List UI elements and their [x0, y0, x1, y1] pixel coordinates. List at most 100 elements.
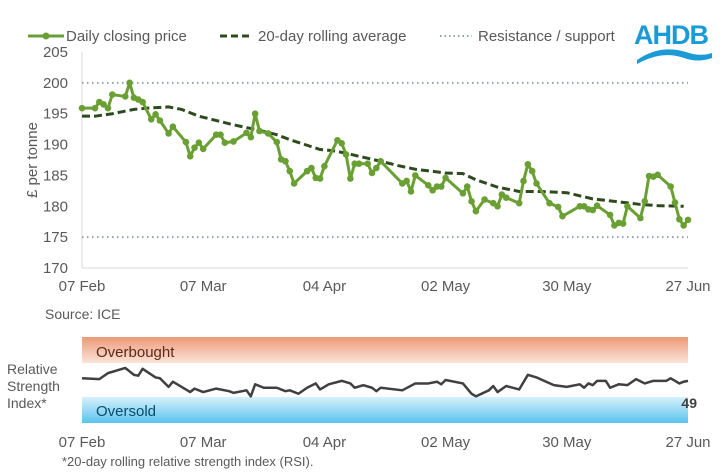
- oversold-label: Oversold: [96, 403, 156, 420]
- daily-price-point: [533, 180, 540, 187]
- daily-price-point: [680, 222, 687, 229]
- legend-item-rolling: 20-day rolling average: [220, 28, 406, 45]
- x-tick-label: 07 Mar: [180, 278, 227, 295]
- daily-price-point: [256, 127, 263, 135]
- daily-price-point: [520, 177, 527, 185]
- daily-price-point: [676, 215, 683, 223]
- daily-price-point: [121, 93, 129, 100]
- daily-price-point: [217, 131, 224, 138]
- y-tick-label: 200: [43, 75, 68, 92]
- legend-item-levels: Resistance / support: [440, 28, 616, 45]
- rsi-x-tick-label: 02 May: [421, 434, 471, 451]
- daily-price-point: [91, 104, 99, 112]
- daily-price-point: [230, 138, 237, 145]
- y-tick-labels: 170 175 180 185 190 195 200 205: [43, 44, 68, 277]
- daily-price-point: [338, 140, 346, 147]
- oversold-band: [82, 397, 688, 423]
- y-tick-label: 170: [43, 260, 68, 277]
- daily-price-point: [355, 160, 363, 168]
- daily-price-point: [104, 104, 112, 112]
- rsi-axis-title: Relative Strength Index*: [7, 361, 64, 411]
- daily-price-point: [407, 188, 415, 195]
- x-tick-label: 04 Apr: [303, 278, 346, 295]
- x-tick-label: 07 Feb: [59, 278, 106, 295]
- legend-levels-label: Resistance / support: [478, 28, 616, 45]
- rsi-line: [81, 366, 689, 398]
- legend-rolling-label: 20-day rolling average: [258, 28, 406, 45]
- daily-price-point: [286, 167, 294, 175]
- daily-price-point: [667, 183, 674, 190]
- daily-price-point: [282, 157, 289, 165]
- daily-price-point: [308, 164, 315, 172]
- daily-price-point: [468, 198, 475, 205]
- overbought-band: [82, 337, 688, 363]
- daily-price-point: [654, 171, 661, 179]
- y-tick-label: 180: [43, 198, 68, 215]
- rsi-last-value: 49: [681, 395, 697, 411]
- daily-price-point: [412, 172, 419, 179]
- daily-price-point: [100, 101, 107, 108]
- daily-price-point: [624, 202, 631, 210]
- daily-price-point: [78, 104, 86, 112]
- daily-price-point: [637, 214, 644, 222]
- daily-price-point: [321, 162, 328, 170]
- daily-price-point: [316, 175, 324, 182]
- daily-price-point: [524, 161, 532, 168]
- daily-price-point: [139, 98, 146, 106]
- rsi-panel: Overbought Oversold Relative Strength In…: [7, 337, 711, 469]
- daily-price-point: [589, 206, 597, 214]
- daily-price-point: [684, 216, 692, 224]
- legend-price-marker: [42, 32, 50, 40]
- daily-price-point: [429, 186, 436, 194]
- y-tick-label: 205: [43, 44, 68, 61]
- daily-price-point: [152, 111, 159, 118]
- daily-price-point: [186, 152, 194, 160]
- y-tick-label: 195: [43, 106, 68, 123]
- daily-price-point: [156, 117, 164, 124]
- daily-price-point: [182, 138, 190, 146]
- daily-price-point: [147, 115, 155, 123]
- rsi-title-line-1: Relative: [7, 361, 58, 377]
- daily-price-point: [377, 157, 384, 165]
- y-tick-label: 175: [43, 229, 68, 246]
- daily-price-point: [494, 202, 501, 210]
- daily-price-point: [342, 151, 350, 158]
- daily-price-point: [165, 130, 172, 137]
- rsi-title-line-3: Index*: [7, 395, 47, 411]
- daily-price-point: [528, 167, 536, 175]
- daily-price-point: [463, 183, 471, 190]
- daily-price-point: [191, 144, 198, 151]
- x-tick-label: 02 May: [421, 278, 471, 295]
- rsi-x-tick-labels: 07 Feb 07 Mar 04 Apr 02 May 30 May 27 Jun: [59, 434, 711, 451]
- daily-price-point: [619, 220, 627, 227]
- y-tick-label: 185: [43, 167, 68, 184]
- rsi-x-tick-label: 07 Feb: [59, 434, 106, 451]
- svg-text:AHDB: AHDB: [634, 20, 708, 50]
- daily-price-point: [264, 130, 272, 137]
- daily-price-point: [559, 212, 566, 220]
- x-tick-labels: 07 Feb 07 Mar 04 Apr 02 May 30 May 27 Jun: [59, 278, 711, 295]
- y-axis-title: £ per tonne: [24, 122, 41, 198]
- daily-price-point: [373, 164, 380, 172]
- daily-price-point: [199, 145, 207, 153]
- daily-price-point: [273, 138, 281, 146]
- daily-price-point: [169, 123, 177, 130]
- legend: Daily closing price 20-day rolling avera…: [28, 28, 616, 45]
- daily-price-point: [247, 133, 255, 141]
- daily-price-point: [424, 182, 432, 189]
- rsi-x-tick-label: 27 Jun: [665, 434, 710, 451]
- daily-price-point: [442, 174, 449, 182]
- rsi-footnote: *20-day rolling relative strength index …: [62, 454, 313, 469]
- rsi-x-tick-label: 04 Apr: [303, 434, 346, 451]
- daily-price-point: [243, 129, 250, 137]
- y-tick-label: 190: [43, 137, 68, 154]
- daily-price-point: [546, 199, 553, 207]
- overbought-label: Overbought: [96, 344, 175, 361]
- daily-price-point: [472, 207, 480, 215]
- x-tick-label: 27 Jun: [665, 278, 710, 295]
- main-plot-area: 170 175 180 185 190 195 200 205 07 Feb 07 Mar 04 …: [24, 44, 711, 322]
- daily-price-point: [347, 175, 354, 182]
- daily-price-point: [641, 198, 649, 205]
- legend-item-price: Daily closing price: [28, 28, 187, 45]
